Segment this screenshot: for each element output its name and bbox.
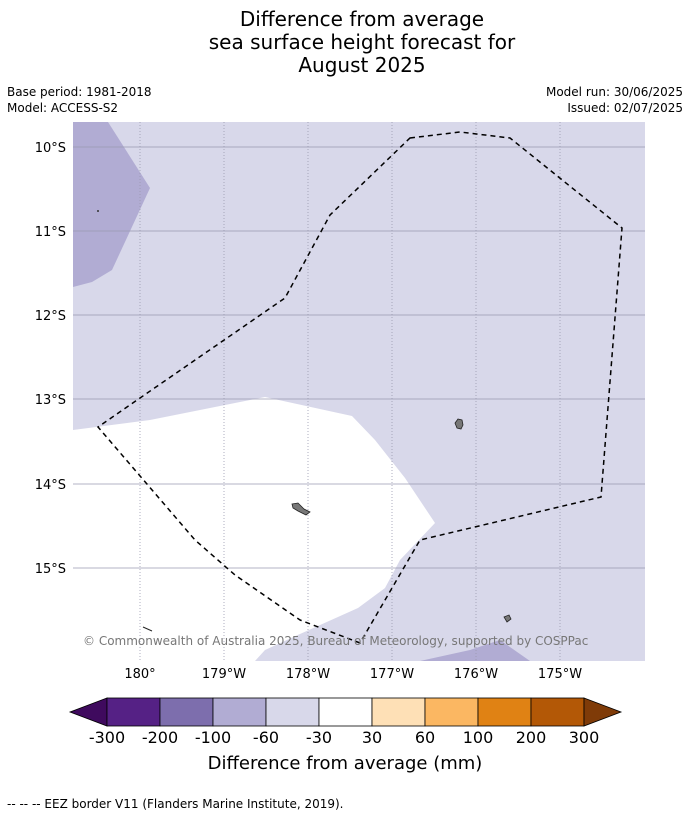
colorbar-tick: 60 [415, 728, 435, 747]
model-info: Base period: 1981-2018 Model: ACCESS-S2 [7, 84, 152, 116]
island-east [454, 418, 464, 430]
base-period: Base period: 1981-2018 [7, 85, 152, 99]
lon-tick-label: 176°W [454, 667, 498, 682]
model-name: Model: ACCESS-S2 [7, 101, 119, 115]
colorbar-tick: 30 [362, 728, 382, 747]
colorbar-tick: -30 [306, 728, 332, 747]
colorbar-tick: 200 [516, 728, 547, 747]
title-line-1: Difference from average [239, 7, 485, 31]
model-run: Model run: 30/06/2025 [545, 85, 683, 99]
colorbar-segment [212, 697, 267, 727]
title-line-2: sea surface height forecast for [208, 30, 516, 54]
map-plot-area [73, 122, 645, 661]
colorbar [68, 697, 623, 727]
latitude-labels: 10°S 11°S 12°S 13°S 14°S 15°S [35, 141, 66, 577]
lon-tick-label: 179°W [202, 667, 246, 682]
lat-tick-label: 14°S [35, 478, 66, 493]
colorbar-segment [159, 697, 214, 727]
map-gridlines [73, 122, 645, 661]
copyright-notice: © Commonwealth of Australia 2025, Bureau… [83, 634, 588, 648]
island-southeast [503, 614, 512, 623]
colorbar-tick: 100 [463, 728, 494, 747]
anomaly-region-darker-south [420, 640, 530, 661]
map-title: Difference from average sea surface heig… [0, 8, 690, 77]
longitude-labels: 180° 179°W 178°W 177°W 176°W 175°W [124, 667, 582, 682]
colorbar-tick: -200 [142, 728, 178, 747]
lon-tick-label: 175°W [538, 667, 582, 682]
lat-tick-label: 13°S [35, 393, 66, 408]
colorbar-tick-labels: -300 -200 -100 -60 -30 30 60 100 200 300 [89, 728, 599, 747]
lat-tick-label: 12°S [35, 309, 66, 324]
title-line-3: August 2025 [298, 53, 426, 77]
colorbar-extend-low [68, 697, 108, 727]
colorbar-tick: 300 [569, 728, 600, 747]
eez-legend-footnote: -- -- -- EEZ border V11 (Flanders Marine… [7, 797, 344, 811]
colorbar-extend-high [583, 697, 623, 727]
anomaly-region-darker [73, 122, 150, 287]
lon-tick-label: 180° [124, 667, 155, 682]
lat-tick-label: 10°S [35, 141, 66, 156]
lon-tick-label: 178°W [286, 667, 330, 682]
anomaly-region-neutral [73, 397, 435, 661]
colorbar-tick: -100 [195, 728, 231, 747]
colorbar-segment [424, 697, 479, 727]
issued-date: Issued: 02/07/2025 [567, 101, 683, 115]
island-group [97, 210, 512, 632]
colorbar-segment [477, 697, 532, 727]
colorbar-segment [318, 697, 373, 727]
colorbar-segment [371, 697, 426, 727]
run-info: Model run: 30/06/2025 Issued: 02/07/2025 [546, 84, 683, 116]
colorbar-segment [530, 697, 585, 727]
colorbar-segment [265, 697, 320, 727]
colorbar-label: Difference from average (mm) [207, 753, 483, 774]
lat-tick-label: 15°S [35, 562, 66, 577]
island-southwest [142, 626, 153, 632]
eez-border [96, 131, 623, 644]
colorbar-tick: -60 [253, 728, 279, 747]
island-northwest [97, 210, 99, 212]
colorbar-segment [106, 697, 161, 727]
lon-tick-label: 177°W [370, 667, 414, 682]
colorbar-tick: -300 [89, 728, 125, 747]
island-central [291, 502, 311, 516]
lat-tick-label: 11°S [35, 225, 66, 240]
